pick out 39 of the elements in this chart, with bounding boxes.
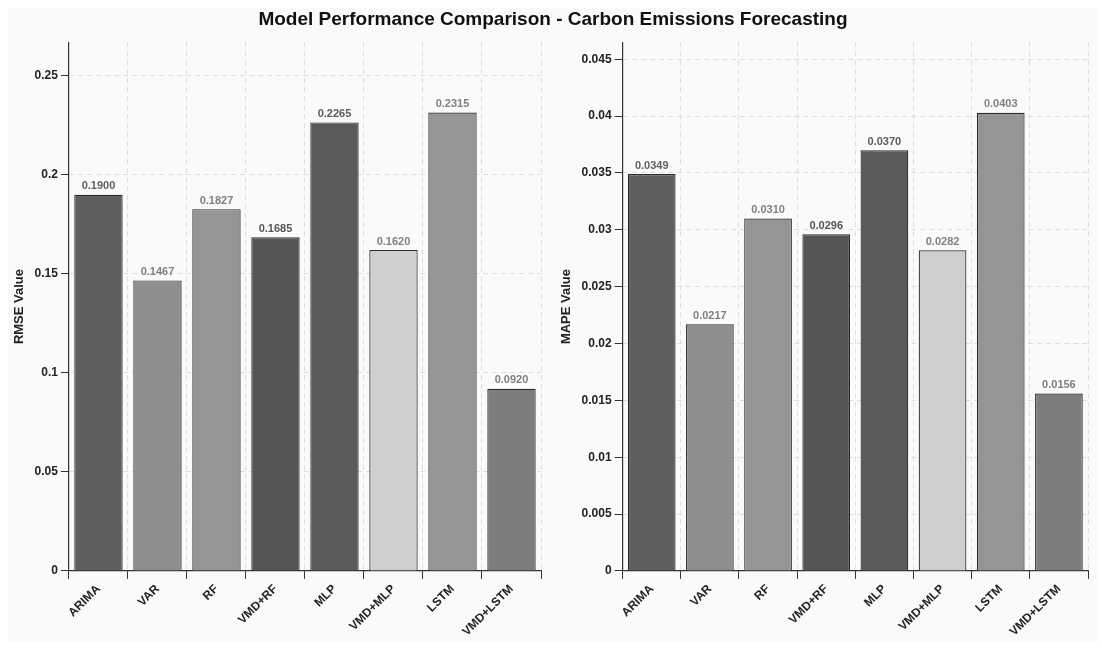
data-label: 0.2265 bbox=[317, 106, 352, 119]
data-label: 0.2315 bbox=[435, 97, 470, 110]
y-tick-label: 0.035 bbox=[581, 165, 612, 180]
x-tick-label: VAR bbox=[134, 581, 163, 609]
data-label: 0.1685 bbox=[258, 221, 293, 234]
data-label: 0.0403 bbox=[983, 97, 1018, 110]
y-tick-label: 0.045 bbox=[581, 51, 612, 66]
y-axis-title: RMSE Value bbox=[11, 268, 27, 345]
y-axis-title: MAPE Value bbox=[558, 268, 574, 345]
y-tick-label: 0.25 bbox=[34, 68, 59, 83]
data-label: 0.1467 bbox=[140, 264, 175, 277]
y-tick-label: 0.01 bbox=[588, 449, 612, 464]
data-label: 0.0310 bbox=[751, 202, 785, 215]
y-tick-label: 0 bbox=[51, 563, 59, 578]
y-tick-label: 0.03 bbox=[588, 222, 612, 237]
chart-title: Model Performance Comparison - Carbon Emissions Forecasting bbox=[257, 8, 849, 31]
data-label: 0.1827 bbox=[199, 193, 234, 206]
y-tick-label: 0.15 bbox=[34, 266, 59, 281]
y-tick-label: 0.04 bbox=[588, 108, 612, 123]
x-tick-label: RF bbox=[199, 581, 221, 603]
y-tick-label: 0.015 bbox=[581, 392, 612, 407]
y-tick-label: 0.005 bbox=[581, 506, 612, 521]
y-tick-label: 0.02 bbox=[588, 335, 612, 350]
data-label: 0.0217 bbox=[693, 308, 727, 321]
data-label: 0.1900 bbox=[81, 179, 116, 192]
data-label: 0.0156 bbox=[1042, 378, 1076, 391]
x-tick-label: VAR bbox=[687, 581, 715, 609]
y-tick-label: 0.2 bbox=[41, 167, 59, 182]
y-tick-label: 0 bbox=[604, 563, 612, 578]
data-label: 0.0370 bbox=[867, 134, 902, 147]
data-label: 0.0349 bbox=[634, 158, 669, 171]
y-tick-label: 0.05 bbox=[34, 464, 59, 479]
data-label: 0.1620 bbox=[376, 234, 411, 247]
x-tick-label: RF bbox=[751, 581, 773, 603]
data-label: 0.0282 bbox=[925, 234, 960, 247]
data-label: 0.0296 bbox=[809, 218, 844, 231]
y-tick-label: 0.1 bbox=[41, 365, 59, 380]
y-tick-label: 0.025 bbox=[581, 278, 612, 293]
data-label: 0.0920 bbox=[494, 373, 529, 386]
